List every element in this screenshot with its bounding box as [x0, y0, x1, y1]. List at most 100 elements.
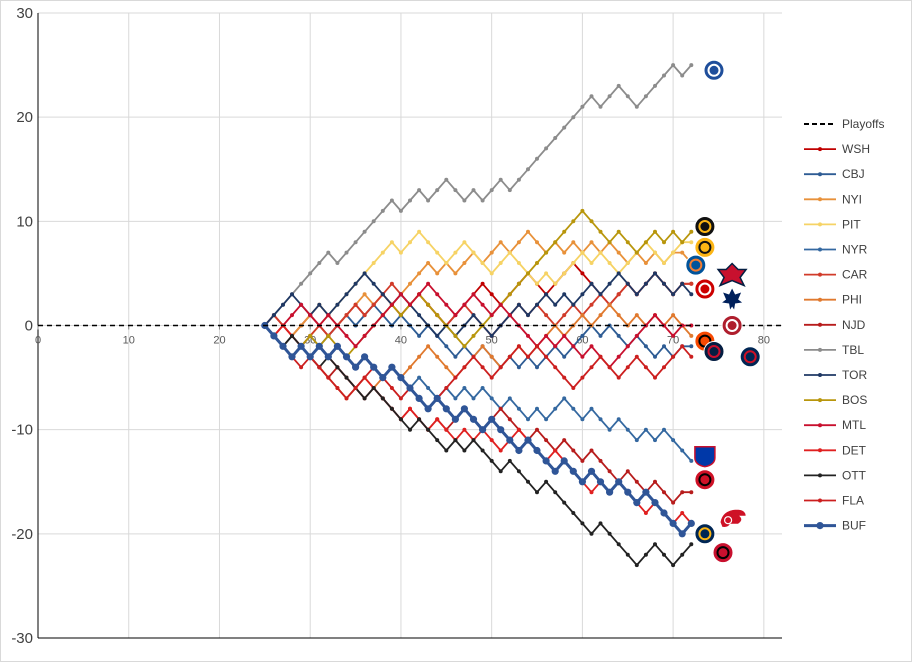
- y-tick-label: -20: [11, 526, 33, 543]
- data-point: [389, 240, 394, 245]
- data-point: [507, 396, 512, 401]
- data-point: [480, 198, 485, 203]
- data-point: [498, 240, 503, 245]
- data-point: [580, 521, 585, 526]
- data-point: [453, 375, 458, 380]
- data-point: [625, 281, 630, 286]
- legend-label: OTT: [842, 468, 867, 482]
- data-point: [380, 250, 385, 255]
- logo-shape: [694, 216, 716, 237]
- legend: Playoffs WSH CBJ NYI PIT NYR CAR PHI NJD TBL TOR BO…: [804, 117, 884, 533]
- series-line-mtl: [264, 282, 692, 369]
- data-point: [371, 261, 376, 265]
- data-point: [643, 511, 648, 515]
- data-point: [671, 438, 676, 443]
- data-point: [398, 208, 403, 213]
- data-point: [308, 313, 313, 318]
- data-point: [344, 375, 349, 380]
- data-point: [362, 313, 367, 318]
- data-point: [398, 313, 403, 318]
- data-point: [643, 261, 648, 265]
- data-point: [308, 333, 313, 338]
- data-point: [408, 365, 412, 370]
- legend-marker: [818, 322, 822, 327]
- legend-item-car: CAR: [804, 268, 868, 282]
- logo-shape: [722, 288, 743, 310]
- data-point: [524, 436, 532, 444]
- legend-marker: [818, 373, 822, 377]
- data-point: [671, 313, 676, 318]
- data-point: [580, 271, 585, 276]
- data-point: [553, 448, 558, 453]
- data-point: [380, 208, 385, 213]
- data-point: [498, 406, 503, 411]
- data-point: [589, 448, 594, 453]
- logo-shape: [694, 445, 716, 468]
- data-point: [669, 519, 677, 528]
- data-point: [689, 333, 694, 338]
- data-point: [598, 292, 603, 297]
- legend-item-playoffs: Playoffs: [804, 117, 884, 131]
- data-point: [589, 281, 594, 286]
- x-tick-label: 0: [35, 335, 41, 347]
- data-point: [480, 281, 485, 286]
- data-point: [489, 333, 494, 338]
- data-point: [580, 208, 585, 213]
- logo-shape: [694, 523, 716, 545]
- data-point: [489, 250, 494, 255]
- data-point: [488, 415, 496, 423]
- data-point: [616, 375, 621, 380]
- data-point: [680, 344, 685, 349]
- data-point: [353, 344, 358, 349]
- data-point: [606, 488, 614, 496]
- data-point: [408, 427, 412, 432]
- legend-marker: [818, 473, 822, 478]
- data-point: [417, 375, 422, 380]
- data-point: [598, 250, 603, 255]
- team-logo-nyi: [685, 254, 707, 276]
- data-point: [671, 229, 676, 234]
- legend-label: NYI: [842, 192, 862, 206]
- axes: 30 20 10 0 -10 -20 -30 0 10 20 30 40 50 60 70 80: [11, 5, 782, 647]
- data-point: [589, 531, 594, 536]
- legend-label: NYR: [842, 243, 868, 257]
- data-point: [271, 313, 276, 318]
- data-point: [290, 313, 294, 318]
- data-point: [544, 479, 549, 484]
- legend-item-mtl: MTL: [804, 418, 866, 432]
- data-point: [362, 292, 367, 297]
- data-point: [589, 344, 594, 349]
- logo-mark: [743, 350, 757, 364]
- logo-shape: [712, 542, 734, 564]
- data-point: [326, 250, 331, 255]
- data-point: [689, 542, 694, 547]
- logo-shape: [694, 278, 716, 300]
- series-buf: [261, 321, 695, 538]
- data-point: [507, 458, 512, 463]
- data-point: [471, 313, 476, 318]
- data-point: [587, 467, 596, 475]
- data-point: [471, 292, 476, 297]
- data-point: [578, 478, 587, 486]
- legend-marker: [818, 147, 822, 152]
- data-point: [625, 365, 630, 370]
- data-point: [453, 313, 458, 318]
- data-point: [417, 292, 422, 297]
- data-point: [562, 500, 567, 505]
- data-point: [544, 333, 549, 338]
- logo-mark: [698, 282, 712, 296]
- legend-item-bos: BOS: [804, 393, 867, 407]
- data-point: [417, 354, 422, 359]
- data-point: [516, 427, 521, 432]
- data-point: [471, 333, 476, 338]
- data-point: [442, 405, 450, 413]
- data-point: [571, 344, 576, 349]
- data-point: [462, 448, 467, 453]
- team-logo-cbj: [739, 346, 761, 368]
- data-point: [653, 250, 657, 255]
- data-point: [607, 302, 612, 307]
- data-point: [453, 333, 458, 338]
- data-point: [516, 240, 521, 245]
- data-point: [553, 240, 558, 245]
